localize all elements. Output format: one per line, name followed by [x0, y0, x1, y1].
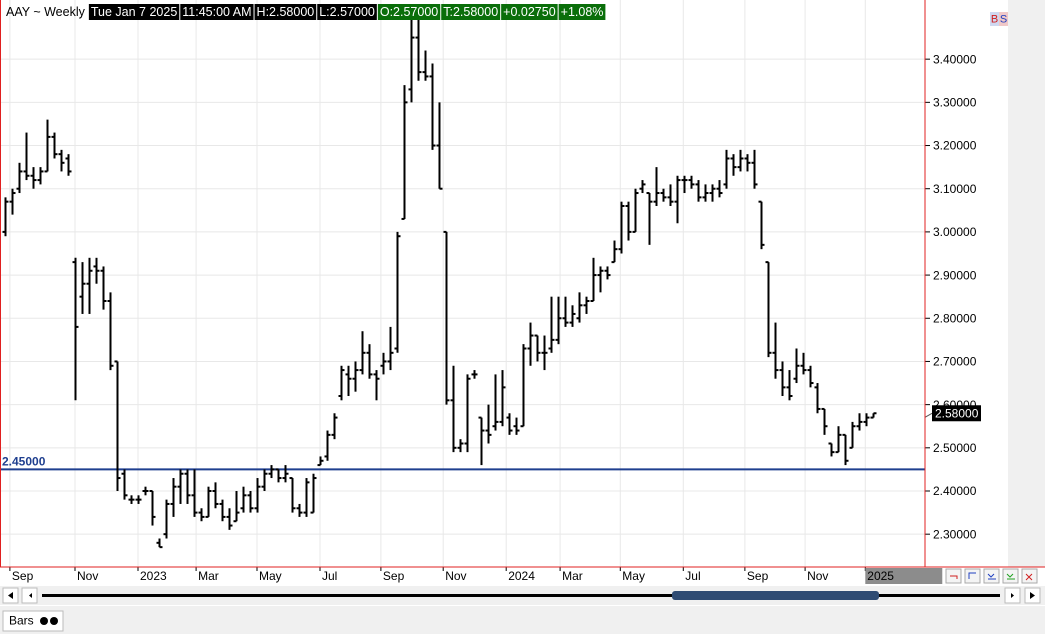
x-tick-label: May	[259, 569, 282, 583]
x-tick-highlight	[865, 568, 943, 584]
info-text: +0.02750	[503, 5, 556, 19]
y-tick-label: 3.40000	[933, 52, 977, 66]
x-tick-label: Nov	[77, 569, 98, 583]
info-text: AAY ~ Weekly	[6, 5, 86, 19]
y-tick-label: 3.30000	[933, 96, 977, 110]
scroll-icon	[29, 593, 32, 598]
y-tick-label: 2.90000	[933, 268, 977, 282]
info-text: 11:45:00 AM	[182, 5, 251, 19]
y-tick-label: 2.30000	[933, 527, 977, 541]
x-tick-label: Sep	[383, 569, 405, 583]
info-box	[88, 4, 180, 20]
x-tick-label: 2023	[140, 569, 167, 583]
info-box	[180, 4, 254, 20]
info-text: Tue Jan 7 2025	[91, 5, 177, 19]
tab-icon	[50, 617, 58, 625]
y-tick-label: 2.70000	[933, 355, 977, 369]
info-text: H:2.58000	[257, 5, 315, 19]
x-tick-label: Sep	[747, 569, 769, 583]
level-label: 2.45000	[2, 455, 46, 469]
info-text: O:2.57000	[380, 5, 438, 19]
info-box	[377, 4, 441, 20]
x-tick-label: Jul	[685, 569, 700, 583]
last-price-box	[932, 405, 981, 422]
buy-icon[interactable]	[990, 12, 999, 26]
info-box	[254, 4, 317, 20]
scroll-icon	[1011, 593, 1014, 598]
y-tick-label: 2.50000	[933, 441, 977, 455]
y-tick-label: 3.00000	[933, 225, 977, 239]
y-tick-label: 2.80000	[933, 311, 977, 325]
sell-icon-label: S	[1000, 13, 1007, 25]
x-tick-label: Jul	[322, 569, 337, 583]
button[interactable]	[964, 568, 981, 584]
sell-icon[interactable]	[999, 12, 1008, 26]
tab[interactable]	[2, 610, 64, 632]
y-tick-label: 3.20000	[933, 139, 977, 153]
x-tick-label: Mar	[562, 569, 583, 583]
buy-icon-label: B	[991, 13, 998, 25]
info-box	[558, 4, 606, 20]
info-box	[501, 4, 558, 20]
button-icon	[968, 572, 976, 579]
scroll-thumb[interactable]	[672, 591, 879, 600]
last-price-label: 2.58000	[935, 406, 979, 420]
x-tick-label: Nov	[445, 569, 466, 583]
scroll-icon	[1030, 592, 1035, 599]
button-icon	[950, 575, 958, 579]
info-text: L:2.57000	[319, 5, 375, 19]
info-text: +1.08%	[561, 5, 604, 19]
x-tick-label: 2025	[867, 569, 894, 583]
info-box	[441, 4, 501, 20]
x-tick-label: May	[622, 569, 645, 583]
plot-area: 2.300002.400002.500002.600002.700002.800…	[0, 0, 981, 584]
tab-icon	[40, 617, 48, 625]
x-tick-label: Sep	[12, 569, 34, 583]
axis-buttons	[945, 568, 1038, 584]
last-price-pointer	[924, 412, 933, 418]
button-icon	[987, 573, 996, 580]
button-icon	[1025, 573, 1033, 581]
x-tick-label: 2024	[508, 569, 535, 583]
y-tick-label: 2.40000	[933, 484, 977, 498]
info-text: T:2.58000	[443, 5, 498, 19]
button-icon	[1006, 573, 1015, 580]
side-strip	[1008, 0, 1045, 567]
tab-label: Bars	[9, 614, 34, 628]
x-tick-label: Nov	[807, 569, 828, 583]
tab-bar	[0, 606, 1045, 634]
y-tick-label: 3.10000	[933, 182, 977, 196]
x-tick-label: Mar	[198, 569, 219, 583]
scroll-icon	[8, 592, 13, 599]
info-box	[317, 4, 377, 20]
